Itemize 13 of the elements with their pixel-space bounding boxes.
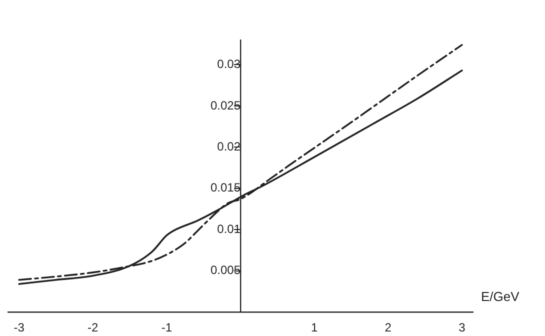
x-tick-label: 1 [310,320,318,335]
y-tick-label: 0.015 [210,180,241,195]
y-tick-label: 0.03 [217,57,241,72]
y-tick-label: 0.005 [210,263,241,278]
y-tick-label: 0.025 [210,98,241,112]
y-tick-label: 0.02 [217,139,241,154]
x-tick-label: 2 [384,320,392,335]
x-tick-label: 3 [458,320,466,335]
x-tick-label: -3 [14,320,25,335]
x-axis-title: E/GeV [481,289,520,304]
x-tick-label: -1 [161,320,172,335]
x-tick-label: -2 [88,320,99,335]
y-tick-label: 0.01 [217,222,241,236]
